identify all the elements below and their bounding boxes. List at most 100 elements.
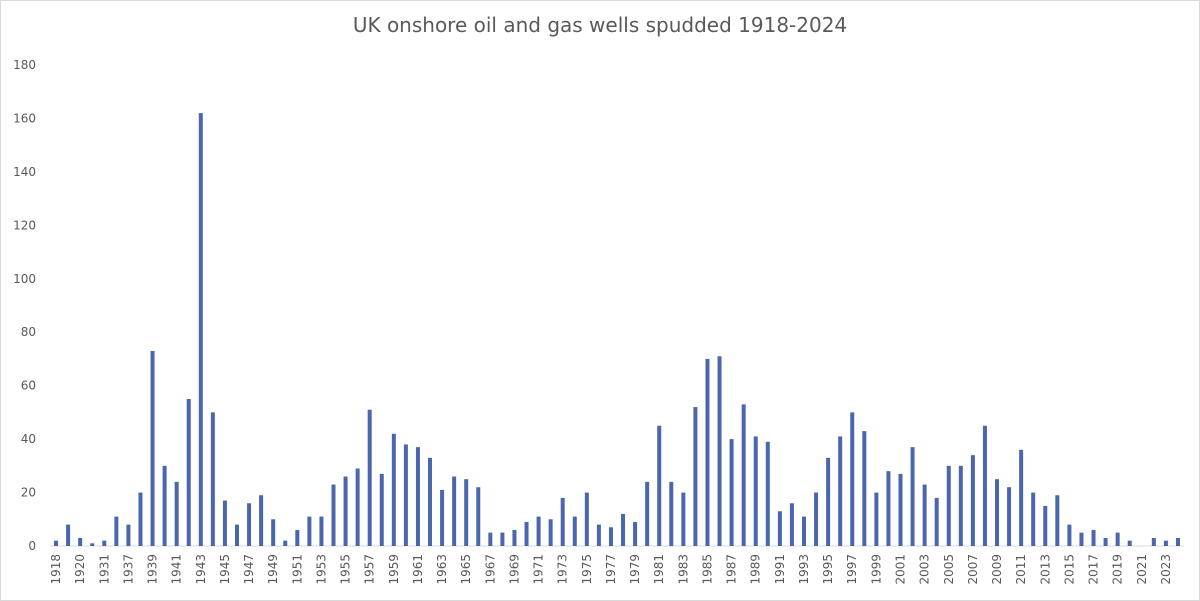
x-tick-label: 2015 <box>1062 554 1076 585</box>
bar <box>162 465 167 546</box>
bar <box>174 481 179 546</box>
bar <box>995 479 1000 546</box>
x-tick-label: 1987 <box>725 554 739 585</box>
bar <box>572 516 577 546</box>
x-tick-label: 2023 <box>1159 554 1173 585</box>
x-tick-label: 1959 <box>387 554 401 585</box>
bar <box>307 516 312 546</box>
x-tick-label: 1963 <box>435 554 449 585</box>
bar <box>838 436 843 546</box>
bar <box>464 479 469 546</box>
x-tick-label: 1943 <box>194 554 208 585</box>
bar <box>1115 532 1120 546</box>
x-tick-label: 2017 <box>1087 554 1101 585</box>
bar <box>379 473 384 546</box>
bar <box>862 431 867 546</box>
bar <box>78 537 83 546</box>
bar <box>946 465 951 546</box>
bar <box>693 407 698 546</box>
bar <box>1007 487 1012 546</box>
bar <box>283 540 288 546</box>
bar <box>428 457 433 546</box>
x-tick-label: 1931 <box>97 554 111 585</box>
bar <box>403 444 408 546</box>
x-tick-label: 1995 <box>821 554 835 585</box>
bar <box>1163 540 1168 546</box>
bar <box>247 503 252 546</box>
bar <box>596 524 601 546</box>
bar <box>1019 449 1024 546</box>
bar <box>970 455 975 546</box>
x-tick-label: 2011 <box>1014 554 1028 585</box>
x-tick-label: 1977 <box>604 554 618 585</box>
x-tick-label: 2005 <box>942 554 956 585</box>
y-tick-label: 100 <box>13 272 36 286</box>
x-tick-label: 1985 <box>700 554 714 585</box>
x-tick-label: 1999 <box>869 554 883 585</box>
bar <box>54 540 59 546</box>
bar <box>90 543 95 546</box>
x-tick-label: 2003 <box>918 554 932 585</box>
bar <box>114 516 119 546</box>
bar <box>536 516 541 546</box>
x-tick-label: 1945 <box>218 554 232 585</box>
bar <box>1031 492 1036 546</box>
bar <box>633 521 638 546</box>
bar <box>355 468 360 546</box>
x-tick-label: 1955 <box>339 554 353 585</box>
bar <box>560 497 565 546</box>
x-tick-label: 1991 <box>773 554 787 585</box>
x-tick-label: 1997 <box>845 554 859 585</box>
y-tick-label: 180 <box>13 58 36 72</box>
bar <box>295 529 300 546</box>
bar <box>982 425 987 546</box>
bar <box>524 521 529 546</box>
bar <box>500 532 505 546</box>
bar <box>814 492 819 546</box>
bar <box>717 356 722 546</box>
bar <box>874 492 879 546</box>
bar <box>210 412 215 546</box>
y-tick-label: 60 <box>21 379 36 393</box>
x-tick-label: 2007 <box>966 554 980 585</box>
bar <box>898 473 903 546</box>
x-tick-label: 1918 <box>49 554 63 585</box>
bar <box>681 492 686 546</box>
x-tick-label: 1983 <box>676 554 690 585</box>
x-tick-label: 1967 <box>483 554 497 585</box>
bar <box>488 532 493 546</box>
x-tick-label: 1971 <box>532 554 546 585</box>
bar <box>476 487 481 546</box>
bar <box>621 513 626 546</box>
y-tick-label: 140 <box>13 165 36 179</box>
bar <box>367 409 372 546</box>
x-tick-label: 2001 <box>894 554 908 585</box>
bar <box>66 524 71 546</box>
bar <box>1127 540 1132 546</box>
bar <box>548 519 553 546</box>
bar <box>886 471 891 546</box>
bar <box>1079 532 1084 546</box>
bar <box>922 484 927 546</box>
x-tick-label: 1973 <box>556 554 570 585</box>
x-tick-label: 1961 <box>411 554 425 585</box>
x-tick-label: 1941 <box>170 554 184 585</box>
bar <box>440 489 445 546</box>
bar <box>1151 537 1156 546</box>
x-tick-label: 1993 <box>797 554 811 585</box>
bar <box>150 350 155 546</box>
x-tick-label: 1939 <box>146 554 160 585</box>
bar <box>1103 537 1108 546</box>
bar <box>1091 529 1096 546</box>
bar <box>777 511 782 546</box>
bar <box>826 457 831 546</box>
bar <box>741 404 746 546</box>
y-tick-label: 160 <box>13 111 36 125</box>
bar <box>657 425 662 546</box>
bar <box>801 516 806 546</box>
y-tick-label: 80 <box>21 325 36 339</box>
bar <box>138 492 143 546</box>
bar <box>102 540 107 546</box>
x-tick-label: 1975 <box>580 554 594 585</box>
bar <box>319 516 324 546</box>
